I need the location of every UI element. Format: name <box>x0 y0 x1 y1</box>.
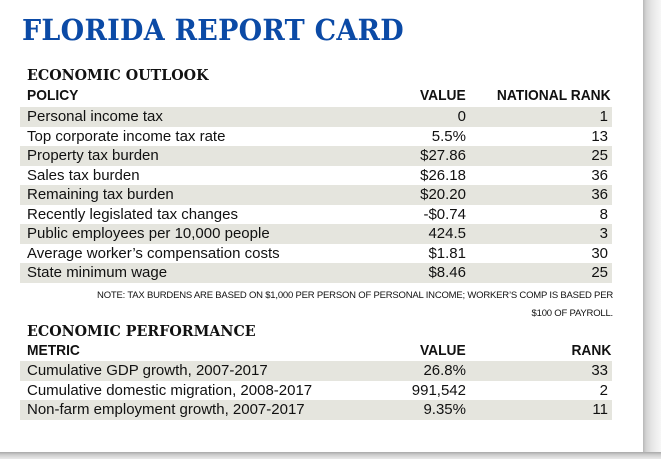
footnote-line-2: $100 OF PAYROLL. <box>531 308 614 319</box>
row-value: 0 <box>457 108 466 125</box>
table-row: Average worker’s compensation costs $1.8… <box>20 244 612 264</box>
row-value: $8.46 <box>428 264 466 281</box>
row-label: State minimum wage <box>27 264 168 281</box>
row-label: Property tax burden <box>27 147 159 164</box>
section-heading-economic-performance: ECONOMIC PERFORMANCE <box>27 322 256 340</box>
row-label: Average worker’s compensation costs <box>27 244 280 262</box>
table-row: Property tax burden $27.86 25 <box>20 146 612 166</box>
row-value: 9.35% <box>423 401 466 418</box>
page-title: FLORIDA REPORT CARD <box>22 13 404 47</box>
row-rank: 33 <box>591 362 608 379</box>
row-rank: 11 <box>592 401 608 418</box>
row-value: $27.86 <box>420 147 466 164</box>
footnote-line-1: NOTE: TAX BURDENS ARE BASED ON $1,000 PE… <box>97 290 613 301</box>
row-value: $26.18 <box>420 166 466 184</box>
column-header-policy: POLICY <box>27 87 79 104</box>
row-value: 26.8% <box>423 362 466 379</box>
column-header-national-rank: NATIONAL RANK <box>497 87 611 104</box>
table-row: Remaining tax burden $20.20 36 <box>20 185 612 205</box>
table-row: Sales tax burden $26.18 36 <box>20 166 612 186</box>
table-row: Public employees per 10,000 people 424.5… <box>20 224 612 244</box>
card-shadow-bottom <box>0 452 661 459</box>
row-value: $1.81 <box>428 244 466 262</box>
row-label: Sales tax burden <box>27 166 140 184</box>
row-rank: 1 <box>599 108 608 125</box>
column-header-metric: METRIC <box>27 342 80 359</box>
row-value: 991,542 <box>411 381 466 399</box>
row-rank: 25 <box>591 147 608 164</box>
table-row: Cumulative GDP growth, 2007-2017 26.8% 3… <box>20 361 612 381</box>
row-label: Public employees per 10,000 people <box>27 225 270 242</box>
row-value: -$0.74 <box>423 205 466 223</box>
row-rank: 25 <box>591 264 608 281</box>
row-rank: 8 <box>599 205 608 223</box>
economic-outlook-table: Personal income tax 0 1 Top corporate in… <box>20 107 612 283</box>
economic-performance-table: Cumulative GDP growth, 2007-2017 26.8% 3… <box>20 361 612 420</box>
row-label: Non-farm employment growth, 2007-2017 <box>27 401 305 418</box>
table-row: Top corporate income tax rate 5.5% 13 <box>20 127 612 147</box>
card-shadow-right <box>643 0 661 459</box>
row-label: Personal income tax <box>27 108 163 125</box>
row-value: $20.20 <box>420 186 466 203</box>
column-header-value: VALUE <box>420 342 466 359</box>
table-row: State minimum wage $8.46 25 <box>20 263 612 283</box>
section-heading-economic-outlook: ECONOMIC OUTLOOK <box>27 66 209 84</box>
column-header-value: VALUE <box>420 87 466 104</box>
report-card: FLORIDA REPORT CARD ECONOMIC OUTLOOK POL… <box>20 13 614 420</box>
row-rank: 2 <box>599 381 608 399</box>
row-label: Remaining tax burden <box>27 186 174 203</box>
row-label: Cumulative GDP growth, 2007-2017 <box>27 362 268 379</box>
table-row: Cumulative domestic migration, 2008-2017… <box>20 381 612 401</box>
row-rank: 36 <box>591 186 608 203</box>
row-rank: 3 <box>599 225 608 242</box>
row-rank: 13 <box>591 127 608 145</box>
table-row: Recently legislated tax changes -$0.74 8 <box>20 205 612 225</box>
table-row: Personal income tax 0 1 <box>20 107 612 127</box>
row-label: Cumulative domestic migration, 2008-2017 <box>27 381 313 399</box>
row-label: Top corporate income tax rate <box>27 127 226 145</box>
row-value: 424.5 <box>428 225 466 242</box>
row-label: Recently legislated tax changes <box>27 205 238 223</box>
row-rank: 30 <box>591 244 608 262</box>
table-row: Non-farm employment growth, 2007-2017 9.… <box>20 400 612 420</box>
column-header-rank: RANK <box>571 342 611 359</box>
row-value: 5.5% <box>431 127 466 145</box>
row-rank: 36 <box>591 166 608 184</box>
